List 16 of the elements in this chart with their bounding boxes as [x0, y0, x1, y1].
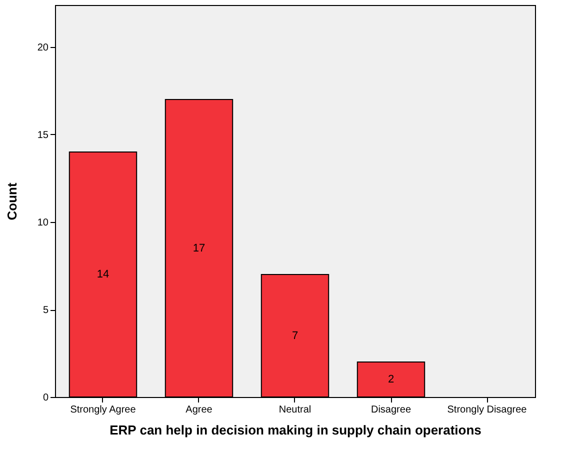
x-tick-label: Strongly Disagree: [447, 404, 528, 416]
y-tick-label: 10: [37, 218, 49, 228]
x-tick-label: Neutral: [278, 404, 312, 416]
y-tick-label: 0: [42, 392, 49, 404]
x-tick-label: Strongly Agree: [70, 404, 136, 416]
data-label: 2: [388, 374, 394, 386]
data-label: 7: [292, 330, 298, 342]
x-axis-title: ERP can help in decision making in supply chain operations: [110, 422, 482, 438]
y-tick-label: 15: [37, 130, 49, 141]
x-tick-label: Disagree: [370, 404, 412, 416]
x-tick-label: Agree: [186, 404, 213, 416]
data-label: 17: [192, 242, 206, 254]
y-axis-title: Count: [4, 182, 20, 220]
y-tick-label: 5: [42, 305, 49, 316]
y-tick-label: 20: [37, 42, 49, 54]
data-label: 14: [96, 268, 110, 280]
